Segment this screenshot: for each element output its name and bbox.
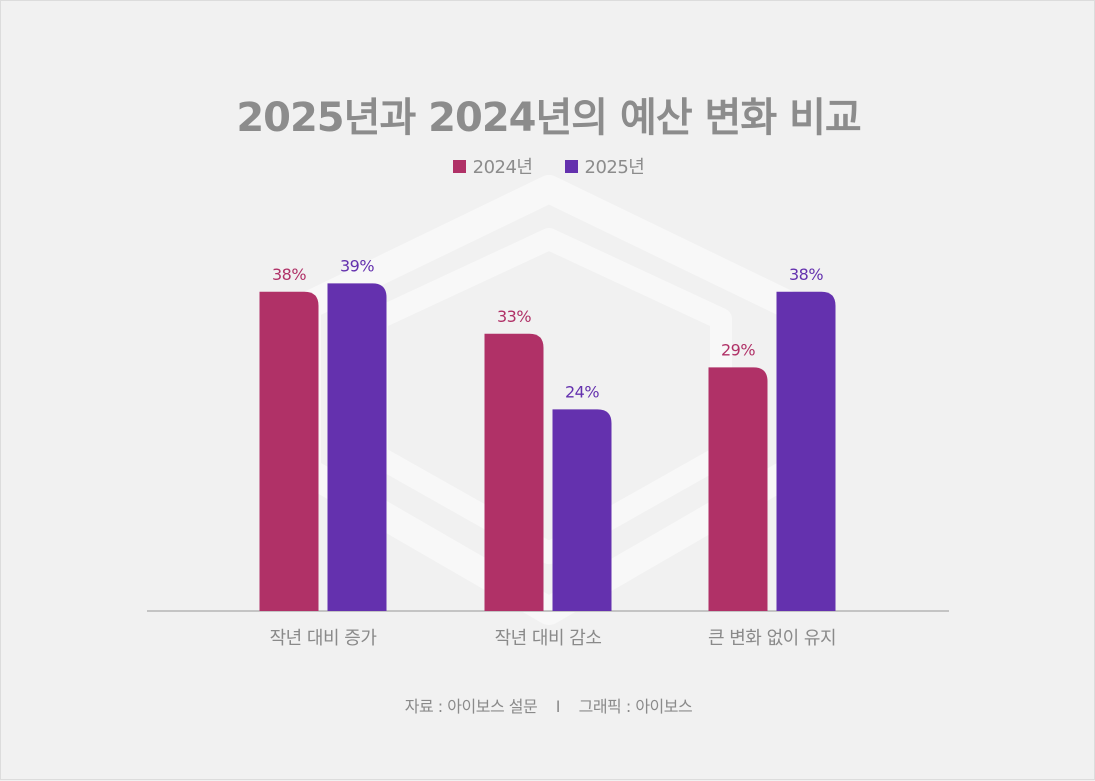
chart-title: 2025년과 2024년의 예산 변화 비교: [236, 95, 861, 141]
bar-2024-1: [484, 333, 544, 611]
data-source-text: 자료 : 아이보스 설문: [404, 697, 538, 716]
value-label-2025-0: 39%: [340, 256, 374, 275]
graphic-credit-text: 그래픽 : 아이보스: [578, 697, 693, 716]
category-label-1: 작년 대비 감소: [495, 628, 602, 649]
watermark-inner-hexagon: [366, 228, 732, 564]
category-label-2: 큰 변화 없이 유지: [708, 628, 836, 649]
legend-swatch-2024: [452, 159, 466, 173]
value-label-2024-2: 29%: [721, 340, 755, 359]
legend-swatch-2025: [564, 159, 578, 173]
legend-item-2024: 2024년: [452, 153, 533, 179]
value-label-2024-1: 33%: [497, 307, 531, 326]
bar-2025-1: [552, 409, 612, 611]
bar-2024-0: [259, 291, 319, 611]
value-label-2025-1: 24%: [565, 382, 599, 401]
legend: 2024년 2025년: [1, 153, 1095, 179]
category-label-0: 작년 대비 증가: [270, 628, 377, 649]
source-note: 자료 : 아이보스 설문 I 그래픽 : 아이보스: [1, 693, 1095, 717]
value-label-2024-0: 38%: [272, 265, 306, 284]
legend-item-2025: 2025년: [564, 153, 645, 179]
category-labels-group: 작년 대비 증가 작년 대비 감소 큰 변화 없이 유지: [270, 628, 837, 649]
bar-2025-0: [327, 283, 387, 611]
legend-label-2025: 2025년: [584, 157, 645, 178]
legend-label-2024: 2024년: [472, 157, 533, 178]
source-separator: I: [555, 697, 561, 716]
bar-2024-2: [708, 367, 768, 611]
value-label-2025-2: 38%: [789, 265, 823, 284]
bar-2025-2: [776, 291, 836, 611]
value-labels-group: 38% 39% 33% 24% 29% 38%: [272, 256, 824, 401]
bars-group: [259, 283, 836, 611]
